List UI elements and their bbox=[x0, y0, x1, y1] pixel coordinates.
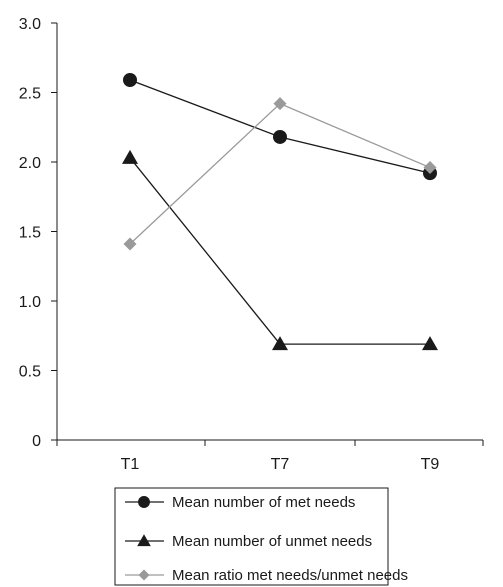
data-point bbox=[273, 97, 287, 111]
data-point bbox=[138, 569, 150, 581]
y-tick-label: 0.5 bbox=[19, 364, 41, 381]
data-point bbox=[138, 496, 150, 508]
legend-label: Mean ratio met needs/unmet needs bbox=[172, 567, 408, 584]
x-tick-label: T9 bbox=[421, 456, 440, 473]
y-tick-label: 1.5 bbox=[19, 225, 41, 242]
data-point bbox=[272, 336, 288, 351]
series-line bbox=[129, 102, 431, 245]
series-2 bbox=[122, 149, 438, 351]
data-point bbox=[137, 534, 151, 547]
y-tick-label: 1.0 bbox=[19, 294, 41, 311]
y-tick-label: 2.5 bbox=[19, 86, 41, 103]
y-tick-label: 2.0 bbox=[19, 155, 41, 172]
legend-box bbox=[114, 487, 389, 586]
series-3 bbox=[123, 97, 437, 251]
series-line bbox=[129, 157, 430, 345]
data-point bbox=[123, 72, 137, 87]
x-tick-label: T1 bbox=[121, 456, 140, 473]
axes: 0 0.5 1.0 1.5 2.0 2.5 3.0 T1 T7 T9 bbox=[19, 16, 484, 473]
x-tick-label: T7 bbox=[271, 456, 290, 473]
legend-entry: Mean ratio met needs/unmet needs bbox=[125, 567, 408, 584]
y-tick-label: 3.0 bbox=[19, 16, 41, 33]
legend-entry: Mean number of unmet needs bbox=[125, 533, 372, 550]
legend-label: Mean number of met needs bbox=[172, 494, 355, 511]
legend-entry: Mean number of met needs bbox=[125, 494, 355, 511]
y-tick-label: 0 bbox=[32, 433, 41, 450]
legend: Mean number of met needs Mean number of u… bbox=[114, 487, 408, 586]
series-line bbox=[129, 79, 431, 174]
data-point bbox=[122, 149, 138, 164]
data-point bbox=[422, 336, 438, 351]
legend-label: Mean number of unmet needs bbox=[172, 533, 372, 550]
data-point bbox=[423, 161, 437, 175]
data-point bbox=[123, 237, 137, 251]
series-layer bbox=[122, 72, 438, 351]
data-point bbox=[273, 129, 287, 144]
series-1 bbox=[123, 72, 437, 181]
